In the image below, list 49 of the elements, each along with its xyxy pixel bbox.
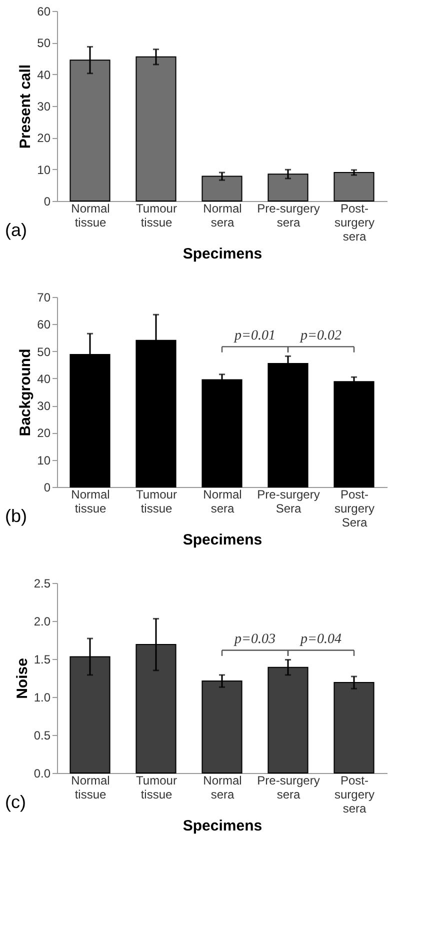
y-axis-title: Present call: [17, 64, 34, 149]
y-tick-label: 60: [37, 4, 51, 18]
x-tick-label: Pre-surgery sera: [257, 202, 320, 230]
y-axis-title: Background: [17, 348, 34, 436]
y-tick-label: 40: [37, 372, 51, 386]
x-tick-label: Pre-surgery sera: [257, 774, 320, 802]
y-tick-label: 0.5: [34, 728, 51, 742]
x-tick-label: Normal sera: [203, 488, 242, 516]
y-tick-label: 30: [37, 100, 51, 114]
y-tick-label: 0: [44, 480, 51, 494]
y-tick-label: 40: [37, 68, 51, 82]
y-tick-label: 20: [37, 426, 51, 440]
x-axis-title: Specimens: [182, 818, 262, 834]
y-tick-label: 30: [37, 399, 51, 414]
y-tick-label: 1.5: [34, 652, 51, 666]
y-tick-label: 50: [37, 36, 51, 50]
x-tick-label: Normal sera: [203, 202, 242, 230]
x-tick-label: Post- surgery sera: [334, 774, 375, 816]
y-tick-label: 10: [37, 162, 51, 177]
x-tick-label: Tumour tissue: [136, 488, 177, 516]
y-tick-label: 2.0: [34, 614, 51, 628]
x-tick-label: Normal tissue: [71, 774, 110, 802]
annotation: p=0.01: [234, 328, 276, 344]
x-axis-title: Specimens: [182, 246, 262, 262]
y-tick-label: 70: [37, 290, 51, 304]
text: (c): [5, 792, 26, 812]
y-tick-label: 60: [37, 318, 51, 332]
y-tick-label: 2.5: [34, 576, 51, 590]
y-tick-label: 1.0: [34, 690, 51, 704]
x-tick-label: Post- surgery sera: [334, 202, 375, 244]
text: (b): [5, 506, 27, 526]
annotation: p=0.04: [300, 632, 342, 647]
annotation: p=0.03: [234, 632, 276, 647]
y-tick-label: 0: [44, 194, 51, 208]
x-tick-label: Normal tissue: [71, 488, 110, 516]
x-tick-label: Tumour tissue: [136, 202, 177, 230]
x-axis-title: Specimens: [182, 532, 262, 548]
y-tick-label: 20: [37, 131, 51, 146]
x-tick-label: Tumour tissue: [136, 774, 177, 802]
x-tick-label: Pre-surgery Sera: [257, 488, 320, 516]
x-tick-label: Normal sera: [203, 774, 242, 802]
y-axis-title: Noise: [14, 658, 31, 699]
y-tick-label: 50: [37, 344, 51, 359]
text: (a): [5, 220, 27, 240]
annotation: p=0.02: [300, 328, 342, 344]
x-tick-label: Post- surgery Sera: [334, 488, 375, 530]
y-tick-label: 0.0: [34, 766, 51, 780]
x-tick-label: Normal tissue: [71, 202, 110, 230]
y-tick-label: 10: [37, 453, 51, 468]
